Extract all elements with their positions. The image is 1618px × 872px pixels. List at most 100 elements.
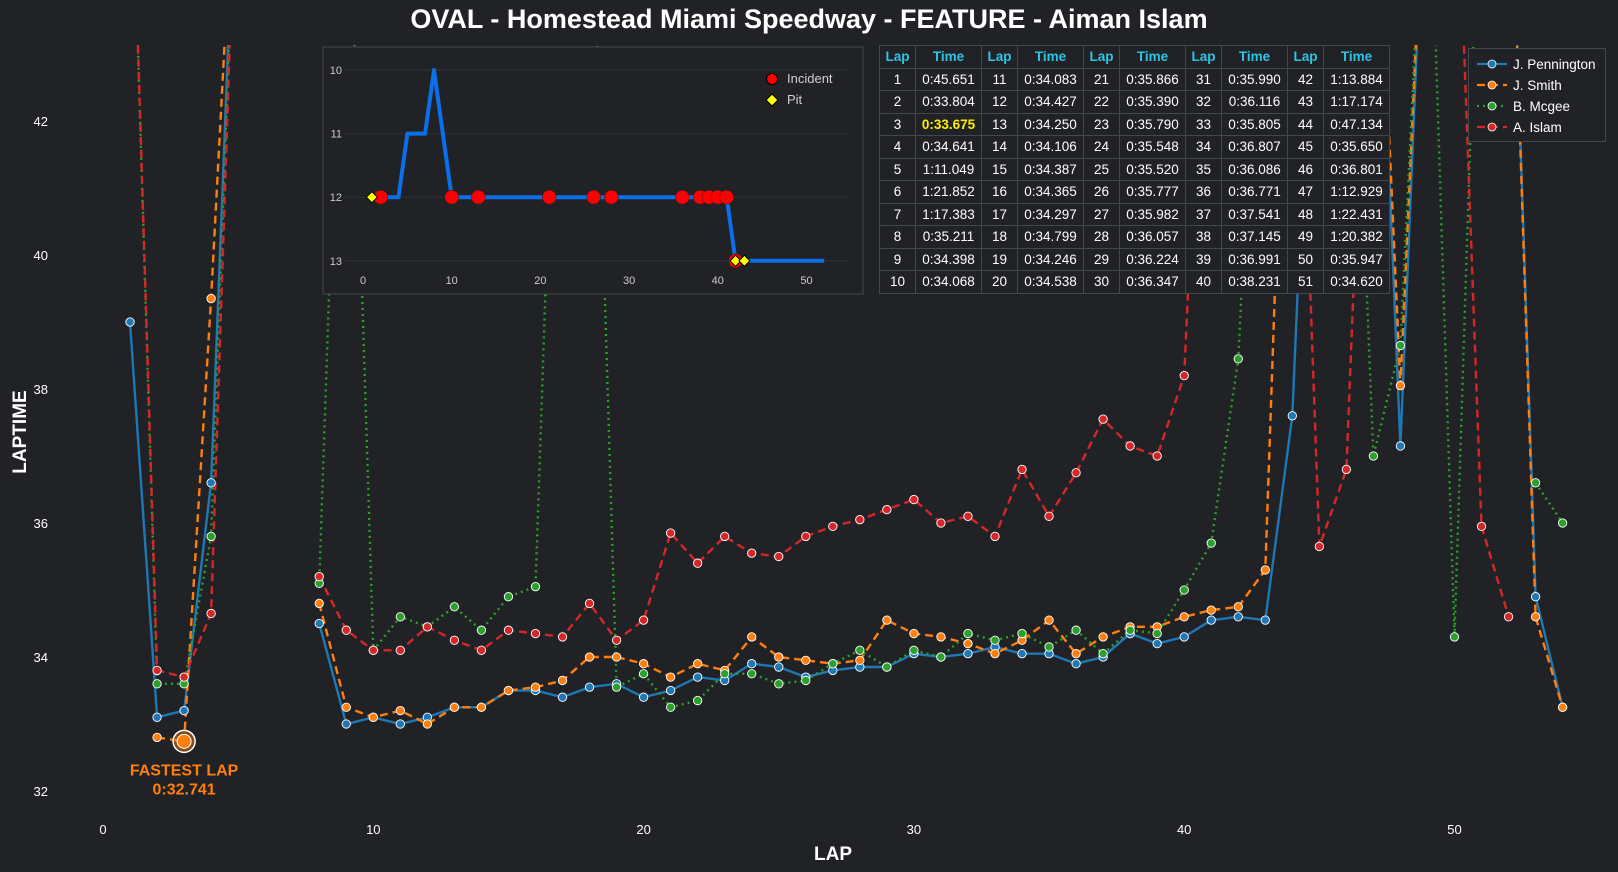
table-cell-time: 0:36.057 xyxy=(1119,225,1186,249)
series-point-3 xyxy=(638,615,649,625)
series-point-1 xyxy=(936,632,946,642)
table-cell-lap: 17 xyxy=(981,202,1018,226)
series-point-1 xyxy=(1206,605,1216,615)
table-cell-time: 0:35.650 xyxy=(1323,135,1390,159)
series-point-0 xyxy=(1287,411,1297,421)
y-tick-label: 40 xyxy=(34,248,48,263)
table-cell-lap: 38 xyxy=(1185,225,1222,249)
series-point-3 xyxy=(611,635,622,645)
table-cell-time: 0:35.777 xyxy=(1119,180,1186,204)
series-point-3 xyxy=(314,571,324,582)
y-tick-label: 38 xyxy=(34,382,48,397)
table-cell-lap: 22 xyxy=(1083,90,1120,114)
series-point-2 xyxy=(774,679,784,689)
table-cell-lap: 14 xyxy=(981,135,1018,159)
inset-legend-pit: Pit xyxy=(765,89,833,110)
series-point-3 xyxy=(774,551,784,562)
table-cell-time: 0:35.790 xyxy=(1119,112,1186,136)
table-cell-time: 0:36.224 xyxy=(1119,247,1186,271)
series-point-2 xyxy=(909,645,919,655)
table-cell-lap: 44 xyxy=(1287,112,1324,136)
series-line-3 xyxy=(318,45,1201,652)
y-axis-label: LAPTIME xyxy=(10,390,31,473)
table-cell-time: 0:37.541 xyxy=(1221,202,1288,226)
series-point-1 xyxy=(1530,612,1541,622)
series-point-2 xyxy=(882,662,892,672)
series-point-0 xyxy=(963,649,973,659)
table-cell-time: 0:35.982 xyxy=(1119,202,1186,226)
series-point-2 xyxy=(1071,625,1081,635)
incident-marker xyxy=(604,189,619,205)
series-point-1 xyxy=(855,655,865,665)
series-point-2 xyxy=(936,652,946,662)
series-point-2 xyxy=(1152,628,1162,639)
series-point-1 xyxy=(314,598,324,609)
series-point-0 xyxy=(1071,659,1081,669)
table-row: 7 1:17.383 17 0:34.297 27 0:35.982 37 0:37.541 4… xyxy=(879,202,1390,226)
series-point-3 xyxy=(179,672,189,682)
table-cell-lap: 2 xyxy=(879,90,916,114)
table-cell-time: 0:45.651 xyxy=(915,67,982,91)
series-point-0 xyxy=(206,478,216,488)
series-line-2 xyxy=(1534,482,1564,524)
table-cell-lap: 45 xyxy=(1287,135,1324,159)
table-cell-time: 0:34.799 xyxy=(1017,225,1084,249)
series-point-3 xyxy=(1476,521,1487,531)
series-point-1 xyxy=(530,682,541,692)
table-cell-time: 0:38.231 xyxy=(1221,270,1288,294)
table-cell-lap: 13 xyxy=(981,112,1018,136)
series-point-3 xyxy=(1179,370,1189,381)
series-point-0 xyxy=(665,685,676,696)
series-point-3 xyxy=(909,494,919,505)
series-point-2 xyxy=(1557,518,1568,528)
inset-x-tick-label: 20 xyxy=(534,275,546,287)
series-point-3 xyxy=(665,528,676,538)
series-point-2 xyxy=(1395,340,1406,351)
table-cell-time: 0:37.145 xyxy=(1221,225,1288,249)
table-cell-time: 0:34.365 xyxy=(1017,180,1084,204)
series-point-3 xyxy=(584,598,595,609)
inset-ticks: 10 11 12 13 0 10 20 30 40 50 xyxy=(330,65,813,287)
table-cell-lap: 6 xyxy=(879,180,916,204)
y-tick-label: 34 xyxy=(34,650,48,665)
x-axis-ticks: 0 10 20 30 40 50 xyxy=(99,822,1461,837)
series-point-0 xyxy=(341,719,351,729)
fastest-lap-label: FASTEST LAP xyxy=(130,762,239,779)
table-cell-lap: 18 xyxy=(981,225,1018,249)
table-cell-lap: 42 xyxy=(1287,67,1324,91)
x-tick-label: 50 xyxy=(1447,822,1461,837)
table-cell-time: 0:35.866 xyxy=(1119,67,1186,91)
table-cell-time: 0:35.805 xyxy=(1221,112,1288,136)
series-point-3 xyxy=(801,531,811,542)
table-cell-lap: 10 xyxy=(879,270,916,294)
table-cell-lap: 37 xyxy=(1185,202,1222,226)
y-tick-label: 42 xyxy=(34,114,48,129)
inset-legend-incident: Incident xyxy=(765,68,833,89)
table-cell-time: 0:36.347 xyxy=(1119,270,1186,294)
series-point-2 xyxy=(990,635,1000,645)
series-point-3 xyxy=(206,608,216,619)
series-point-2 xyxy=(828,659,838,669)
inset-x-tick-label: 50 xyxy=(800,275,812,287)
table-row: 10 0:34.068 20 0:34.538 30 0:36.347 40 0:38.231… xyxy=(879,270,1390,294)
series-point-2 xyxy=(855,645,865,655)
series-point-1 xyxy=(449,702,460,712)
fastest-lap-marker xyxy=(176,733,192,749)
pit-marker xyxy=(738,254,751,268)
series-line-2 xyxy=(1355,45,1475,637)
series-point-2 xyxy=(152,679,162,689)
series-point-1 xyxy=(1071,649,1081,659)
series-point-3 xyxy=(449,635,460,645)
incident-marker xyxy=(719,189,734,205)
inset-panel xyxy=(322,46,864,295)
series-point-0 xyxy=(1152,638,1162,649)
table-header-time: Time xyxy=(1323,45,1390,69)
series-point-1 xyxy=(611,652,622,662)
series-point-2 xyxy=(801,675,811,686)
series-point-0 xyxy=(747,659,757,669)
series-point-3 xyxy=(1341,464,1352,475)
inset-y-tick-label: 12 xyxy=(330,192,342,204)
table-header-time: Time xyxy=(1119,45,1186,69)
series-point-1 xyxy=(801,655,811,665)
series-point-0 xyxy=(1206,615,1216,625)
